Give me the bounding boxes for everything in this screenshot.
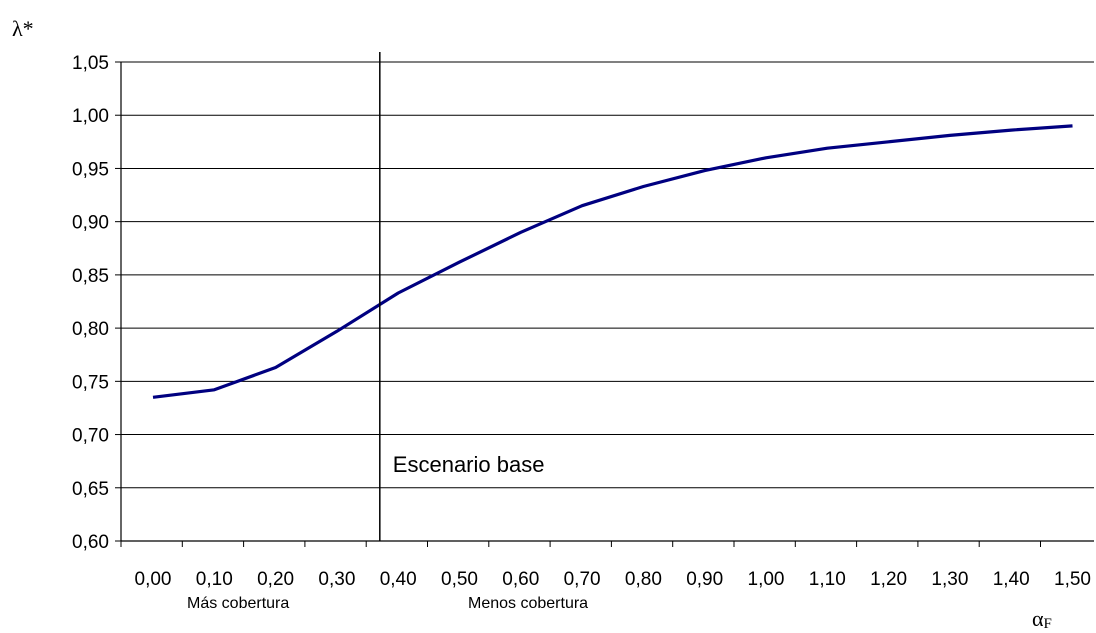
x-tick-label: 0,20	[257, 569, 294, 590]
x-tick-label: 0,00	[135, 569, 172, 590]
x-tick-label: 0,90	[686, 569, 723, 590]
y-tick-label: 0,90	[72, 213, 109, 234]
grid-lines	[121, 61, 1094, 489]
x-tick-label: 1,30	[931, 569, 968, 590]
x-tick-label: 0,50	[441, 569, 478, 590]
x-tick-label: 1,00	[748, 569, 785, 590]
series-line	[152, 124, 1073, 399]
x-axis-label-subscript: F	[1044, 616, 1052, 632]
x-tick-label: 0,40	[380, 569, 417, 590]
x-tick-label: 1,40	[993, 569, 1030, 590]
x-tick-label: 0,30	[318, 569, 355, 590]
series-group	[152, 124, 1073, 399]
x-tick-label: 1,50	[1054, 569, 1091, 590]
x-tick-label: 1,20	[870, 569, 907, 590]
y-tick-label: 0,85	[72, 266, 109, 287]
annotations: Escenario base Más cobertura Menos cober…	[187, 52, 588, 612]
y-tick-label: 0,70	[72, 426, 109, 447]
x-tick-label: 0,80	[625, 569, 662, 590]
x-axis-label-main: α	[1032, 606, 1044, 631]
more-coverage-label: Más cobertura	[187, 595, 289, 612]
axes	[115, 61, 1094, 547]
y-tick-label: 0,95	[72, 159, 109, 180]
x-tick-label: 0,70	[564, 569, 601, 590]
y-tick-label: 1,00	[72, 106, 109, 127]
baseline-scenario-label: Escenario base	[393, 452, 545, 477]
y-tick-label: 0,65	[72, 479, 109, 500]
y-axis-label: λ*	[12, 16, 34, 41]
x-tick-labels: 0,00 0,10 0,20 0,30 0,40 0,50 0,60 0,70 0,80 0,90…	[135, 569, 1091, 590]
y-tick-label: 0,80	[72, 319, 109, 340]
x-axis-label: αF	[1032, 606, 1052, 632]
y-tick-labels: 1,05 1,00 0,95 0,90 0,85 0,80 0,75 0,70 0,65 0,60	[72, 53, 109, 553]
x-tick-label: 0,10	[196, 569, 233, 590]
y-tick-label: 0,60	[72, 532, 109, 553]
y-tick-label: 0,75	[72, 372, 109, 393]
less-coverage-label: Menos cobertura	[468, 595, 588, 612]
x-tick-label: 0,60	[502, 569, 539, 590]
x-tick-label: 1,10	[809, 569, 846, 590]
y-tick-label: 1,05	[72, 53, 109, 74]
